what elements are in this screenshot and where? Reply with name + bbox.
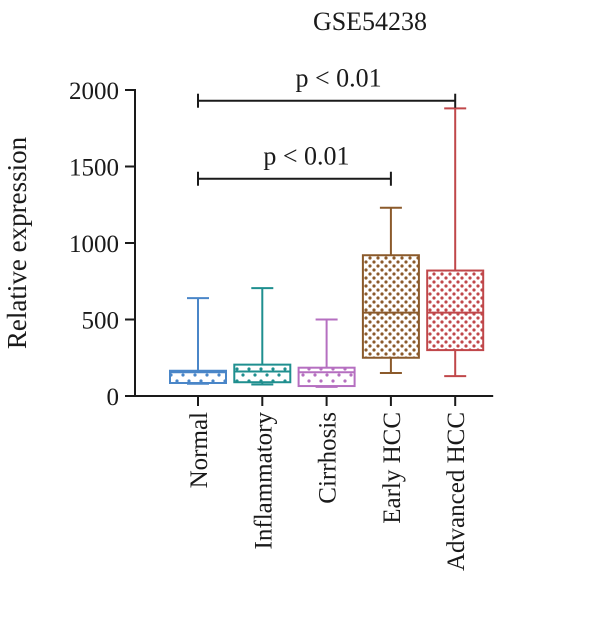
p-value-label: p < 0.01 xyxy=(296,64,382,93)
significance-bracket: p < 0.01 xyxy=(197,142,392,186)
box-advanced-hcc xyxy=(426,107,485,378)
iqr-box xyxy=(233,363,292,384)
iqr-box xyxy=(361,254,420,359)
y-tick-label: 0 xyxy=(107,384,120,411)
y-axis-label: Relative expression xyxy=(2,136,32,349)
box-cirrhosis xyxy=(297,318,356,388)
iqr-box xyxy=(426,269,485,352)
y-tick-label: 500 xyxy=(82,308,120,335)
y-tick-label: 1000 xyxy=(69,231,119,258)
y-tick-label: 2000 xyxy=(69,78,119,105)
box-early-hcc xyxy=(361,206,420,375)
iqr-box xyxy=(169,369,227,384)
iqr-box xyxy=(297,366,356,388)
x-category-label: Normal xyxy=(186,412,213,488)
p-value-label: p < 0.01 xyxy=(263,142,349,171)
x-category-label: Inflammatory xyxy=(250,412,277,550)
x-category-label: Advanced HCC xyxy=(443,412,470,571)
plot-area: 0 500 1000 1500 2000 Normal Inflammatory Cirrho… xyxy=(69,64,494,571)
chart-title: GSE54238 xyxy=(313,7,427,36)
significance-bracket: p < 0.01 xyxy=(197,64,457,108)
y-tick-label: 1500 xyxy=(69,155,119,182)
x-category-label: Cirrhosis xyxy=(315,412,342,504)
box-inflammatory xyxy=(233,287,292,386)
box-normal xyxy=(169,297,227,385)
x-category-label: Early HCC xyxy=(379,412,406,524)
